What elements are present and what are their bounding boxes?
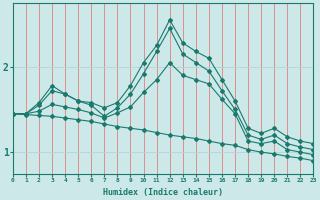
- X-axis label: Humidex (Indice chaleur): Humidex (Indice chaleur): [103, 188, 223, 197]
